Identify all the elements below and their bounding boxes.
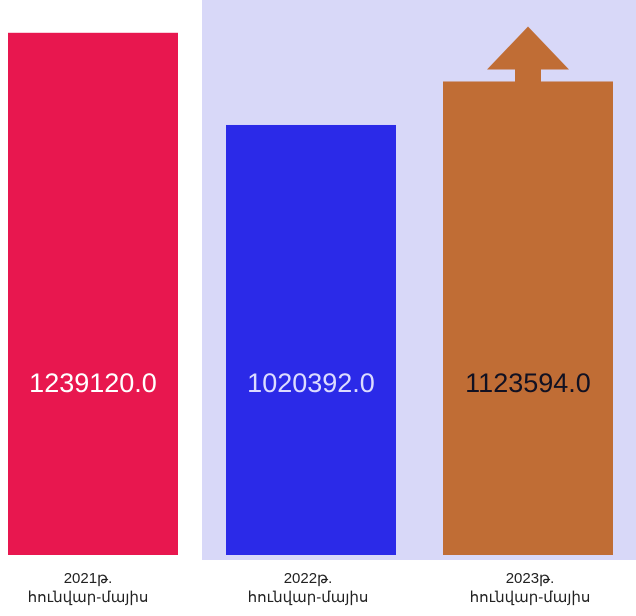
bar-1 — [226, 124, 396, 555]
category-label-year: 2021թ. — [63, 570, 113, 587]
bar-0 — [8, 32, 178, 555]
category-label-2021: 2021թ. հունվար-մայիս — [13, 569, 163, 607]
value-label-1: 1020392.0 — [247, 368, 375, 398]
value-label-2: 1123594.0 — [465, 368, 591, 398]
category-label-year: 2023թ. — [505, 570, 555, 587]
bar-2 — [443, 81, 613, 555]
category-label-period: հունվար-մայիս — [27, 589, 149, 606]
category-label-period: հունվար-մայիս — [247, 589, 369, 606]
category-label-2023: 2023թ. հունվար-մայիս — [455, 569, 605, 607]
category-label-year: 2022թ. — [283, 570, 333, 587]
category-label-period: հունվար-մայիս — [469, 589, 591, 606]
category-label-2022: 2022թ. հունվար-մայիս — [233, 569, 383, 607]
increase-arrow-icon — [487, 26, 569, 84]
value-label-0: 1239120.0 — [29, 368, 157, 398]
